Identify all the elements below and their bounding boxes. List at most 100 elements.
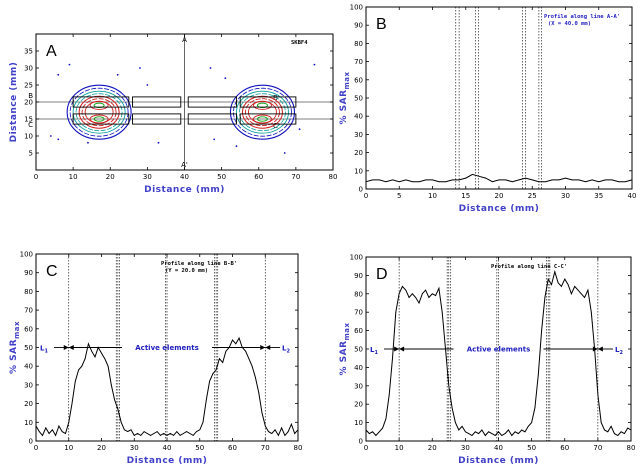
x-tick-label: 10 <box>395 444 404 452</box>
x-tick-label: 50 <box>527 444 536 452</box>
hotspot-contour <box>253 114 272 124</box>
x-axis-label: Distance (mm) <box>459 204 540 214</box>
data-point <box>504 433 506 435</box>
y-tick-label: 15 <box>24 116 33 124</box>
data-point <box>130 429 132 431</box>
hotspot-contour <box>257 116 268 122</box>
y-tick-label: 20 <box>354 149 363 157</box>
line-label-B-prime: B' <box>273 94 280 102</box>
data-point <box>538 181 540 183</box>
x-tick-label: 70 <box>261 444 270 452</box>
y-tick-label: 0 <box>29 438 33 446</box>
contour-line <box>78 95 120 129</box>
x-tick-label: 0 <box>364 444 368 452</box>
data-point <box>624 181 626 183</box>
contour-line <box>229 84 296 140</box>
data-point <box>127 431 129 433</box>
data-point <box>255 377 256 378</box>
x-tick-label: 30 <box>130 444 139 452</box>
data-point <box>202 421 204 423</box>
line-label-C-prime: C' <box>273 122 280 130</box>
data-point <box>372 179 374 181</box>
y-tick-label: 35 <box>24 48 33 56</box>
x-tick-label: 10 <box>428 192 437 200</box>
contour-line <box>248 100 277 124</box>
data-point <box>271 433 273 434</box>
element-box <box>187 96 237 108</box>
data-point <box>428 297 430 298</box>
y-tick-label: 25 <box>24 82 33 90</box>
data-point <box>578 179 580 181</box>
data-point <box>418 181 420 183</box>
data-point <box>97 347 99 348</box>
arrowhead <box>63 345 69 350</box>
contour-dot <box>224 77 227 80</box>
panel-a: 0 10 20 30 40 50 60 70 80 5 10 15 20 25 30 35 Distance (… <box>9 33 337 195</box>
y-tick-label: 20 <box>24 400 33 408</box>
x-tick-label: 30 <box>143 173 152 181</box>
data-point <box>511 435 513 436</box>
data-point <box>630 429 632 431</box>
data-point <box>117 408 119 410</box>
data-point <box>137 433 138 434</box>
x-tick-label: 0 <box>34 444 38 452</box>
hotspot-contour <box>257 102 268 109</box>
data-point <box>55 434 57 436</box>
data-point <box>498 431 499 433</box>
data-point <box>438 287 440 289</box>
data-point <box>153 433 155 434</box>
data-point <box>584 297 586 298</box>
data-point <box>570 293 572 295</box>
data-point <box>160 434 161 436</box>
data-point <box>182 433 184 434</box>
profile-note: (Y = 20.0 mm) <box>165 268 208 274</box>
data-point <box>51 429 53 431</box>
y-axis-label: Distance (mm) <box>9 62 19 143</box>
contour-dot <box>235 145 238 148</box>
region-label-right-subscript: 2 <box>619 350 623 356</box>
plot-frame <box>365 6 633 190</box>
profile-note: Profile along line B-B' <box>161 261 237 267</box>
y-tick-label: 20 <box>354 401 363 409</box>
data-point <box>501 435 503 436</box>
contour-dot <box>157 141 160 144</box>
region-label-right-text: L <box>282 345 287 353</box>
data-point <box>511 181 513 183</box>
x-tick-label: 70 <box>593 444 602 452</box>
data-point <box>120 421 122 423</box>
data-point <box>258 391 260 393</box>
line-label-C: C <box>28 121 33 129</box>
contour-line <box>72 90 126 134</box>
data-point <box>558 179 560 181</box>
panel-code-label: SKBF4 <box>291 40 308 46</box>
data-point <box>597 394 599 396</box>
y-tick-label: 30 <box>24 65 33 73</box>
hotspot-contour <box>93 116 105 122</box>
y-tick-label: 90 <box>24 269 33 277</box>
data-point <box>461 425 463 427</box>
data-point <box>91 350 93 352</box>
arrowhead <box>399 346 405 352</box>
data-point <box>114 399 115 401</box>
data-point <box>623 433 625 435</box>
data-point <box>274 429 276 431</box>
hotspot-contour <box>93 102 105 109</box>
data-point <box>445 181 447 183</box>
data-point <box>71 403 73 404</box>
data-point <box>491 433 493 435</box>
x-axis-label: Distance (mm) <box>144 185 225 195</box>
data-point <box>485 177 487 179</box>
y-tick-label: 10 <box>354 419 363 427</box>
data-point <box>631 179 633 181</box>
data-point <box>571 179 573 181</box>
y-axis-label-text: % SAR <box>9 339 19 374</box>
region-label-right: L2 <box>615 346 623 356</box>
y-axis-label-text: % SAR <box>339 341 349 376</box>
panel-letter: B <box>376 16 387 33</box>
data-point <box>143 431 145 433</box>
data-point <box>248 358 250 360</box>
contour-dot <box>209 67 212 69</box>
data-point <box>196 431 197 433</box>
x-tick-label: 0 <box>34 173 38 181</box>
y-tick-label: 100 <box>350 4 363 12</box>
